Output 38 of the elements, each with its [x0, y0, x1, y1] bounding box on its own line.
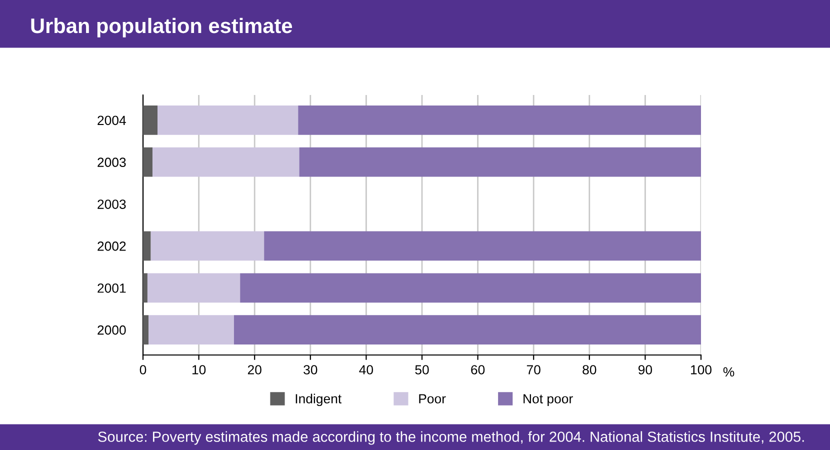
bar: [147, 273, 240, 303]
bar: [240, 273, 701, 303]
x-tick-label: 80: [582, 365, 596, 374]
source-note: Source: Poverty estimates made according to the income method, for 2004. National Statistics Institute, 2005.: [98, 431, 804, 445]
legend-label: Poor: [419, 394, 446, 404]
bar: [150, 231, 264, 261]
bar: [299, 147, 701, 177]
x-tick-label: 40: [359, 365, 374, 374]
x-tick-label: 70: [526, 365, 540, 374]
y-tick-label: 2000: [98, 325, 126, 335]
bar: [298, 105, 701, 135]
bar: [143, 315, 149, 345]
y-tick-label: 2003: [98, 158, 126, 168]
bar: [152, 147, 300, 177]
x-tick-label: 60: [471, 365, 485, 374]
x-tick-label: 0: [140, 365, 146, 374]
y-tick-label: 2003: [98, 200, 126, 209]
bar: [143, 231, 151, 261]
legend-label: Indigent: [296, 394, 342, 406]
bar: [264, 231, 701, 261]
chart-title: Urban population estimate: [31, 18, 292, 38]
bar: [143, 147, 152, 177]
bar: [143, 273, 148, 303]
x-tick-label: 50: [415, 365, 429, 374]
x-tick-label: 20: [248, 365, 262, 374]
bar: [158, 105, 298, 135]
legend-label: Not poor: [524, 394, 573, 406]
y-tick-label: 2004: [98, 116, 126, 126]
bar: [143, 105, 158, 135]
bar: [148, 315, 234, 345]
x-axis-title: %: [723, 367, 734, 377]
x-tick-label: 90: [638, 365, 652, 374]
y-tick-label: 2002: [98, 242, 126, 251]
x-tick-label: 10: [192, 365, 206, 374]
y-tick-label: 2001: [98, 283, 126, 293]
bar: [234, 315, 701, 345]
x-tick-label: 100: [691, 365, 712, 374]
x-tick-label: 30: [304, 365, 318, 374]
